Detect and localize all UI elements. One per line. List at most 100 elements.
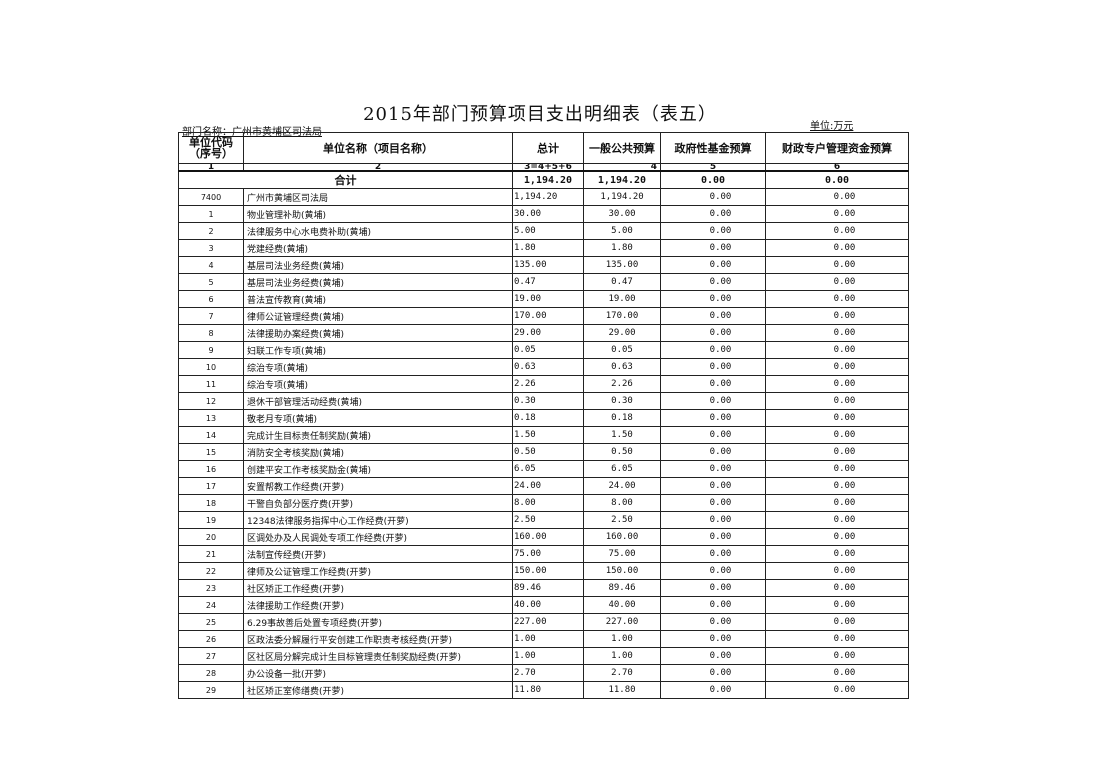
- table-row: 17 安置帮教工作经费(开萝) 24.00 24.00 0.00 0.00: [178, 477, 909, 495]
- total-gov-fund: 0.00: [660, 170, 766, 189]
- row-total: 2.70: [512, 664, 584, 682]
- row-total: 75.00: [512, 545, 584, 563]
- row-special: 0.00: [765, 426, 909, 444]
- row-general: 29.00: [583, 324, 661, 342]
- row-general: 150.00: [583, 562, 661, 580]
- row-special: 0.00: [765, 307, 909, 325]
- row-general: 1.00: [583, 630, 661, 648]
- row-gov-fund: 0.00: [660, 256, 766, 274]
- row-name: 12348法律服务指挥中心工作经费(开萝): [243, 511, 513, 529]
- index-cell: 5: [660, 163, 766, 172]
- row-code: 9: [178, 341, 244, 359]
- row-special: 0.00: [765, 562, 909, 580]
- header-code: 单位代码（序号）: [178, 132, 244, 164]
- row-total: 0.30: [512, 392, 584, 410]
- row-total: 11.80: [512, 681, 584, 699]
- table-row: 27 区社区局分解完成计生目标管理责任制奖励经费(开萝) 1.00 1.00 0.00 0…: [178, 647, 909, 665]
- row-special: 0.00: [765, 392, 909, 410]
- row-general: 11.80: [583, 681, 661, 699]
- row-gov-fund: 0.00: [660, 290, 766, 308]
- row-special: 0.00: [765, 205, 909, 223]
- row-special: 0.00: [765, 460, 909, 478]
- budget-table: 单位代码（序号） 单位名称（项目名称） 总计 一般公共预算 政府性基金预算 财政…: [178, 132, 909, 699]
- row-total: 0.47: [512, 273, 584, 291]
- row-gov-fund: 0.00: [660, 664, 766, 682]
- row-special: 0.00: [765, 188, 909, 206]
- table-row: 12 退休干部管理活动经费(黄埔) 0.30 0.30 0.00 0.00: [178, 392, 909, 410]
- table-row: 9 妇联工作专项(黄埔) 0.05 0.05 0.00 0.00: [178, 341, 909, 359]
- header-general-budget: 一般公共预算: [583, 132, 661, 164]
- table-row: 18 干警自负部分医疗费(开萝) 8.00 8.00 0.00 0.00: [178, 494, 909, 512]
- row-total: 227.00: [512, 613, 584, 631]
- row-gov-fund: 0.00: [660, 613, 766, 631]
- row-code: 27: [178, 647, 244, 665]
- row-code: 7: [178, 307, 244, 325]
- index-cell: 1: [178, 163, 244, 172]
- row-total: 89.46: [512, 579, 584, 597]
- total-row: 合计 1,194.20 1,194.20 0.00 0.00: [178, 170, 909, 189]
- row-code: 4: [178, 256, 244, 274]
- row-gov-fund: 0.00: [660, 273, 766, 291]
- row-name: 办公设备一批(开萝): [243, 664, 513, 682]
- row-name: 干警自负部分医疗费(开萝): [243, 494, 513, 512]
- row-special: 0.00: [765, 579, 909, 597]
- row-gov-fund: 0.00: [660, 341, 766, 359]
- row-name: 法律援助工作经费(开萝): [243, 596, 513, 614]
- row-general: 1.50: [583, 426, 661, 444]
- table-row: 16 创建平安工作考核奖励金(黄埔) 6.05 6.05 0.00 0.00: [178, 460, 909, 478]
- row-total: 1.80: [512, 239, 584, 257]
- table-row: 11 综治专项(黄埔) 2.26 2.26 0.00 0.00: [178, 375, 909, 393]
- row-general: 8.00: [583, 494, 661, 512]
- table-row: 15 消防安全考核奖励(黄埔) 0.50 0.50 0.00 0.00: [178, 443, 909, 461]
- row-gov-fund: 0.00: [660, 528, 766, 546]
- row-code: 29: [178, 681, 244, 699]
- row-gov-fund: 0.00: [660, 205, 766, 223]
- row-name: 法律服务中心水电费补助(黄埔): [243, 222, 513, 240]
- row-code: 11: [178, 375, 244, 393]
- row-general: 75.00: [583, 545, 661, 563]
- row-name: 区社区局分解完成计生目标管理责任制奖励经费(开萝): [243, 647, 513, 665]
- table-row: 20 区调处办及人民调处专项工作经费(开萝) 160.00 160.00 0.00 0.0…: [178, 528, 909, 546]
- row-gov-fund: 0.00: [660, 494, 766, 512]
- row-special: 0.00: [765, 545, 909, 563]
- row-total: 1.00: [512, 647, 584, 665]
- header-special-account: 财政专户管理资金预算: [765, 132, 909, 164]
- row-name: 普法宣传教育(黄埔): [243, 290, 513, 308]
- row-general: 227.00: [583, 613, 661, 631]
- table-row: 29 社区矫正室修缮费(开萝) 11.80 11.80 0.00 0.00: [178, 681, 909, 699]
- row-code: 12: [178, 392, 244, 410]
- row-general: 1,194.20: [583, 188, 661, 206]
- row-total: 5.00: [512, 222, 584, 240]
- row-gov-fund: 0.00: [660, 426, 766, 444]
- table-row: 1 物业管理补助(黄埔) 30.00 30.00 0.00 0.00: [178, 205, 909, 223]
- row-name: 物业管理补助(黄埔): [243, 205, 513, 223]
- row-code: 5: [178, 273, 244, 291]
- row-total: 0.05: [512, 341, 584, 359]
- index-cell: 6: [765, 163, 909, 172]
- table-row: 6 普法宣传教育(黄埔) 19.00 19.00 0.00 0.00: [178, 290, 909, 308]
- row-total: 0.50: [512, 443, 584, 461]
- row-name: 广州市黄埔区司法局: [243, 188, 513, 206]
- row-gov-fund: 0.00: [660, 579, 766, 597]
- row-name: 律师公证管理经费(黄埔): [243, 307, 513, 325]
- document-title: 2015年部门预算项目支出明细表（表五）: [363, 104, 717, 125]
- row-gov-fund: 0.00: [660, 358, 766, 376]
- row-total: 8.00: [512, 494, 584, 512]
- index-cell: 2: [243, 163, 513, 172]
- row-name: 党建经费(黄埔): [243, 239, 513, 257]
- row-special: 0.00: [765, 511, 909, 529]
- index-row: 1 2 3=4+5+6 4 5 6: [178, 163, 909, 172]
- row-total: 2.26: [512, 375, 584, 393]
- row-name: 基层司法业务经费(黄埔): [243, 256, 513, 274]
- row-gov-fund: 0.00: [660, 409, 766, 427]
- row-special: 0.00: [765, 375, 909, 393]
- table-row: 14 完成计生目标责任制奖励(黄埔) 1.50 1.50 0.00 0.00: [178, 426, 909, 444]
- unit-label: 单位:万元: [810, 121, 854, 132]
- row-special: 0.00: [765, 222, 909, 240]
- row-gov-fund: 0.00: [660, 222, 766, 240]
- header-gov-fund: 政府性基金预算: [660, 132, 766, 164]
- row-code: 1: [178, 205, 244, 223]
- row-general: 40.00: [583, 596, 661, 614]
- row-name: 完成计生目标责任制奖励(黄埔): [243, 426, 513, 444]
- row-total: 170.00: [512, 307, 584, 325]
